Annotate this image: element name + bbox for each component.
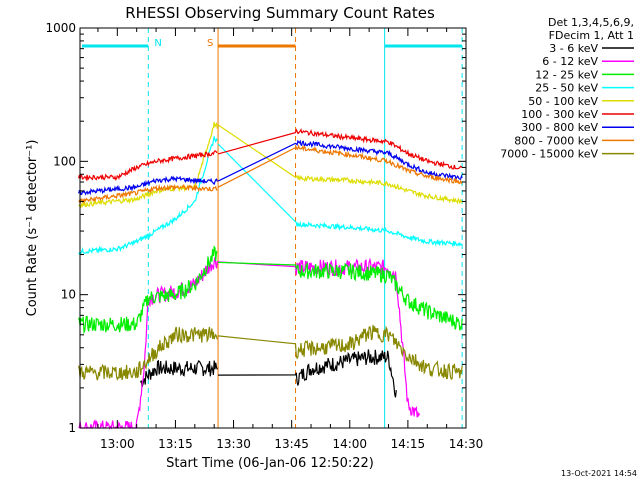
flag-label-n: N bbox=[154, 38, 161, 49]
x-tick-label-1430: 14:30 bbox=[449, 437, 484, 451]
series-line-1-part-2 bbox=[218, 349, 397, 398]
series-line-4-part-2 bbox=[217, 143, 463, 248]
y-tick-label-1000: 1000 bbox=[45, 21, 76, 35]
axes: 1 10 100 1000 13:00 13:15 13:30 13:45 14:00 14:15… bbox=[45, 21, 483, 451]
flag-label-s: S bbox=[207, 38, 213, 49]
series-line-4-part-1 bbox=[78, 136, 218, 256]
y-axis-label: Count Rate (s⁻¹ detector⁻¹) bbox=[25, 140, 40, 317]
legend-label-7: 300 - 800 keV bbox=[521, 121, 598, 134]
series-line-9-part-1 bbox=[78, 326, 218, 381]
x-tick-label-1345: 13:45 bbox=[274, 437, 309, 451]
footer-date: 13-Oct-2021 14:54 bbox=[561, 469, 637, 478]
legend-label-4: 25 - 50 keV bbox=[535, 82, 598, 95]
legend-label-9: 7000 - 15000 keV bbox=[500, 148, 598, 161]
chart-title: RHESSI Observing Summary Count Rates bbox=[125, 4, 435, 22]
y-tick-label-100: 100 bbox=[53, 154, 76, 168]
y-tick-label-1: 1 bbox=[68, 421, 76, 435]
legend: Det 1,3,4,5,6,9, FDecim 1, Att 1 3 - 6 k… bbox=[500, 16, 634, 161]
x-tick-label-1330: 13:30 bbox=[216, 437, 251, 451]
legend-header-line-1: Det 1,3,4,5,6,9, bbox=[548, 16, 634, 29]
x-tick-label-1300: 13:00 bbox=[100, 437, 135, 451]
legend-label-6: 100 - 300 keV bbox=[521, 108, 598, 121]
series-line-9-part-2 bbox=[218, 324, 463, 380]
plot-frame bbox=[79, 27, 467, 429]
x-tick-label-1315: 13:15 bbox=[158, 437, 193, 451]
series-line-8-part-2 bbox=[217, 144, 463, 188]
series-line-6-part-2 bbox=[217, 127, 463, 170]
legend-label-3: 12 - 25 keV bbox=[535, 68, 598, 81]
series-line-5-part-2 bbox=[217, 124, 463, 205]
series-line-6-part-1 bbox=[78, 150, 218, 182]
x-axis-label: Start Time (06-Jan-06 12:50:22) bbox=[166, 456, 374, 471]
series-line-7-part-1 bbox=[78, 175, 218, 196]
series-line-8-part-1 bbox=[78, 183, 218, 205]
legend-label-1: 3 - 6 keV bbox=[549, 42, 598, 55]
legend-header-line-2: FDecim 1, Att 1 bbox=[549, 29, 634, 42]
series-line-1-part-1 bbox=[140, 359, 218, 388]
series-line-7-part-2 bbox=[217, 139, 463, 182]
series-line-3-part-2 bbox=[218, 261, 463, 331]
y-tick-label-10: 10 bbox=[61, 288, 76, 302]
series-line-3-part-1 bbox=[78, 245, 218, 335]
legend-label-8: 800 - 7000 keV bbox=[514, 134, 598, 147]
x-tick-label-1415: 14:15 bbox=[391, 437, 426, 451]
legend-label-2: 6 - 12 keV bbox=[542, 55, 598, 68]
legend-label-5: 50 - 100 keV bbox=[528, 95, 598, 108]
x-tick-label-1400: 14:00 bbox=[332, 437, 367, 451]
